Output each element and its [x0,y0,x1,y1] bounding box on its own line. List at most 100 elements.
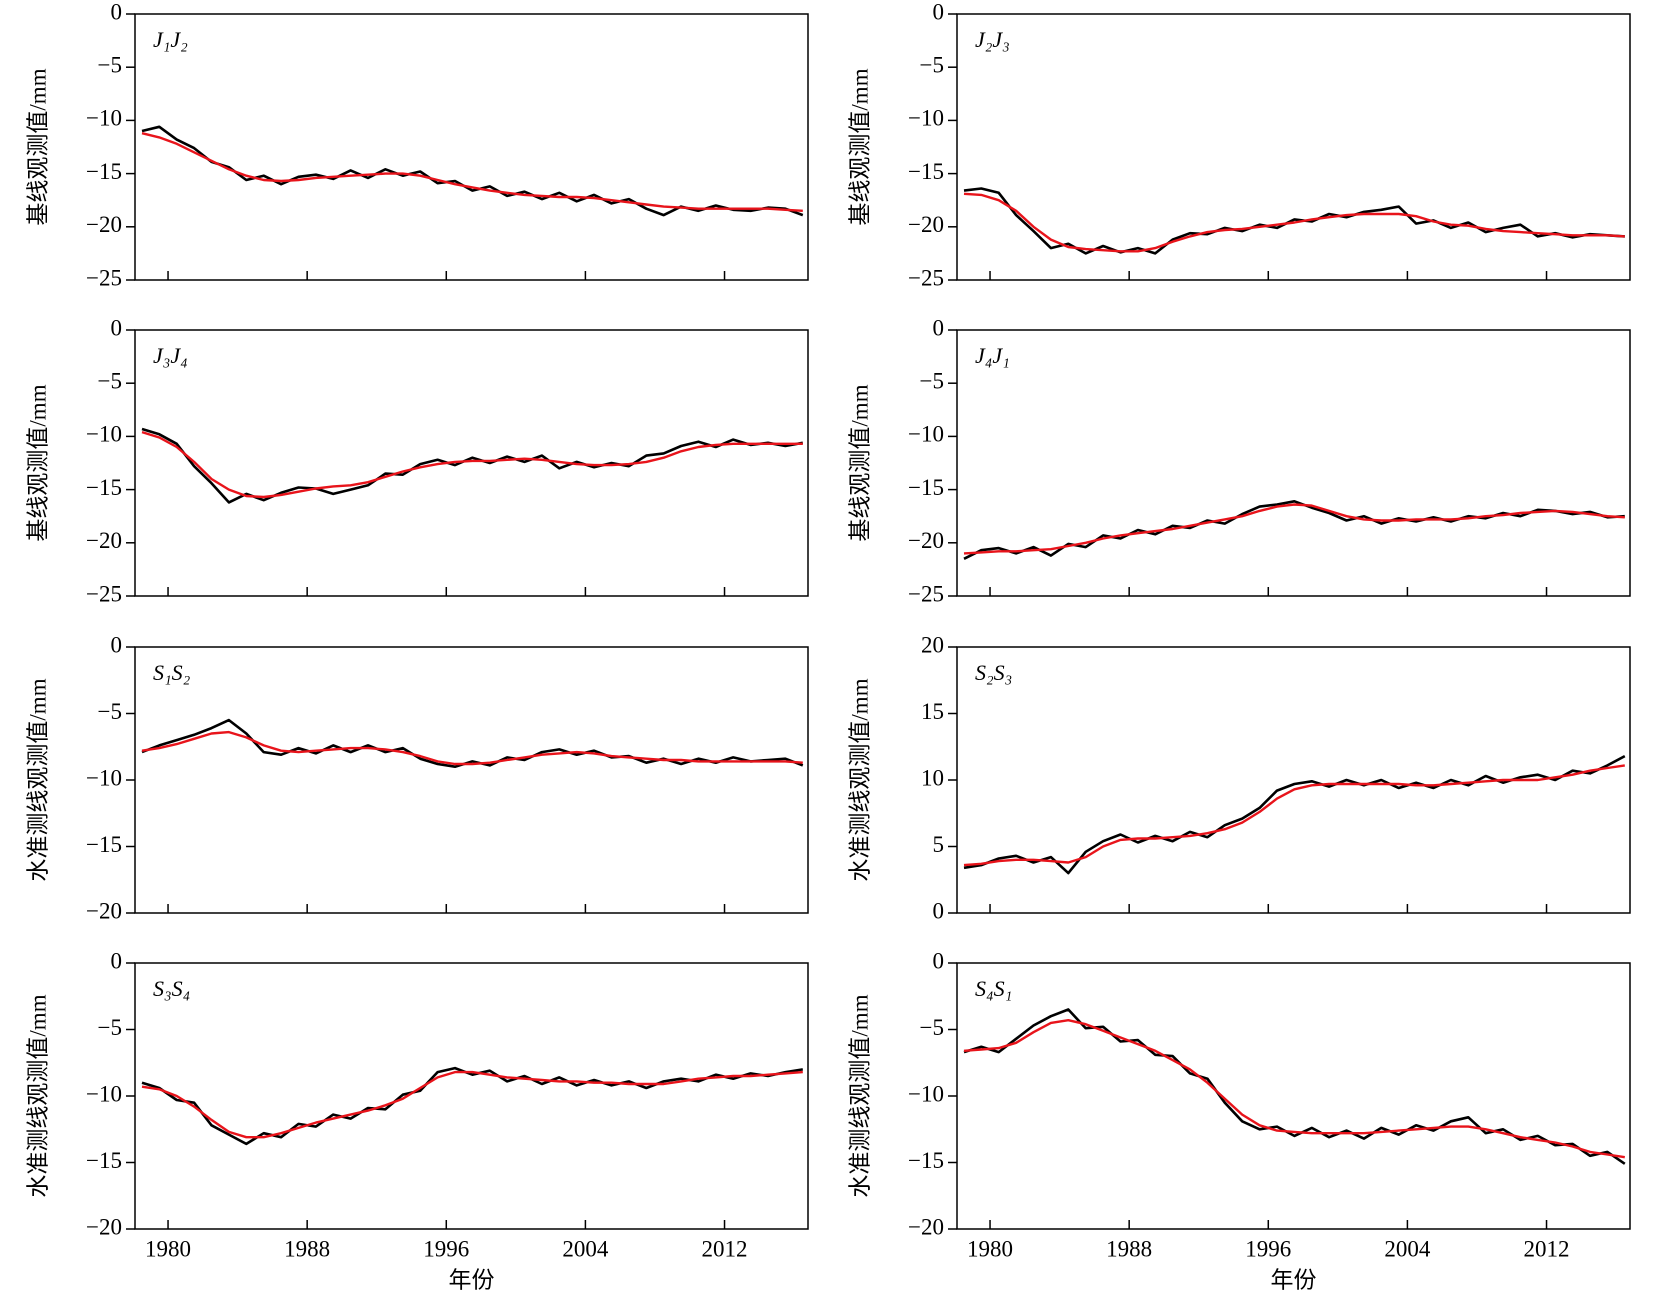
y-axis-label: 水准测线观测值/mm [847,678,872,881]
observed-line [141,125,804,217]
x-tick-label: 2004 [562,1236,609,1261]
y-axis-label: 基线观测值/mm [25,384,50,541]
panel: 0 5 10 15 20 S₂S₃ 水准测线观测值/mm [847,632,1631,923]
panel-label: S₂S₃ [975,660,1012,685]
panel-label: J₁J₂ [153,27,188,52]
fitted-line [141,730,803,766]
y-tick-label: −15 [86,832,122,857]
y-axis-label: 水准测线观测值/mm [25,678,50,881]
y-tick-label: −25 [86,581,122,606]
y-tick-label: −5 [98,52,122,77]
panel: −25 −20 −15 −10 −5 0 J₃J₄ 基线观测值/mm [25,315,809,606]
panel: −25 −20 −15 −10 −5 0 J₂J₃ 基线观测值/mm [847,0,1631,290]
y-tick-label: −25 [86,265,122,290]
y-tick-label: −10 [908,106,944,131]
y-tick-label: −15 [86,475,122,500]
y-tick-label: 0 [111,632,123,657]
y-tick-label: −20 [86,212,122,237]
panel: −25 −20 −15 −10 −5 0 J₄J₁ 基线观测值/mm [847,315,1631,606]
y-tick-label: 20 [921,632,944,657]
y-tick-label: −25 [908,581,944,606]
y-tick-label: 15 [921,699,944,724]
panel-label: S₄S₁ [975,976,1012,1001]
panel: −25 −20 −15 −10 −5 0 J₁J₂ 基线观测值/mm [25,0,809,290]
observed-line [963,754,1626,875]
y-tick-label: −20 [908,1214,944,1239]
y-tick-label: −5 [920,368,944,393]
observed-line [141,718,804,768]
y-axis-label: 水准测线观测值/mm [25,994,50,1197]
panel-label: J₂J₃ [975,27,1010,52]
y-tick-label: −15 [908,159,944,184]
y-tick-label: −20 [908,528,944,553]
x-tick-label: 1988 [1106,1236,1152,1261]
fitted-line [141,132,803,212]
panel-label: J₃J₄ [153,343,188,368]
x-tick-label: 2004 [1384,1236,1431,1261]
y-tick-label: −20 [86,1214,122,1239]
fitted-line [963,503,1625,555]
y-tick-label: −5 [920,52,944,77]
panel: −20 −15 −10 −5 0 1980 1988 1996 2004 2012 S₃S₄ 水准测线… [25,948,809,1292]
y-tick-label: 0 [111,948,123,973]
x-axis-label: 年份 [1271,1267,1317,1292]
plot-frame [134,13,809,281]
y-tick-label: −5 [98,1015,122,1040]
panel-label: J₄J₁ [975,343,1010,368]
y-tick-label: −20 [86,528,122,553]
panel: −20 −15 −10 −5 0 1980 1988 1996 2004 2012 S₄S₁ 水准测线… [847,948,1631,1292]
y-tick-label: −5 [98,699,122,724]
panel-label: S₁S₂ [153,660,191,685]
y-tick-label: −10 [908,1081,944,1106]
y-axis-label: 基线观测值/mm [847,68,872,225]
y-tick-label: 0 [933,315,945,340]
y-tick-label: −10 [908,422,944,447]
x-tick-label: 2012 [1524,1236,1570,1261]
x-tick-label: 1996 [423,1236,469,1261]
y-tick-label: −15 [86,159,122,184]
y-tick-label: −5 [98,368,122,393]
y-tick-label: 0 [111,315,123,340]
fitted-line [141,430,803,499]
x-axis-label: 年份 [449,1267,495,1292]
plot-frame [134,962,809,1230]
y-tick-label: −20 [908,212,944,237]
y-tick-label: 5 [933,832,945,857]
observed-line [141,427,804,504]
y-tick-label: 10 [921,765,944,790]
x-tick-label: 1988 [284,1236,330,1261]
y-axis-label: 水准测线观测值/mm [847,994,872,1197]
y-tick-label: −15 [908,475,944,500]
y-tick-label: 0 [933,898,945,923]
x-tick-label: 2012 [702,1236,748,1261]
x-tick-label: 1980 [145,1236,191,1261]
plot-frame [956,13,1631,281]
fitted-line [141,1070,803,1139]
y-tick-label: −25 [908,265,944,290]
y-tick-label: −20 [86,898,122,923]
panel-label: S₃S₄ [153,976,190,1001]
fitted-line [963,1019,1625,1159]
fitted-line [963,192,1625,253]
y-tick-label: −15 [908,1148,944,1173]
y-tick-label: 0 [111,0,123,24]
y-tick-label: 0 [933,948,945,973]
y-tick-label: −10 [86,106,122,131]
plot-frame [134,646,809,914]
y-tick-label: −5 [920,1015,944,1040]
plot-frame [956,329,1631,597]
plot-frame [134,329,809,597]
y-axis-label: 基线观测值/mm [847,384,872,541]
panel: −20 −15 −10 −5 0 S₁S₂ 水准测线观测值/mm [25,632,809,923]
y-tick-label: −15 [86,1148,122,1173]
observed-line [963,1008,1626,1165]
y-tick-label: −10 [86,422,122,447]
y-tick-label: 0 [933,0,945,24]
x-tick-label: 1980 [967,1236,1013,1261]
x-tick-label: 1996 [1245,1236,1291,1261]
plot-frame [956,646,1631,914]
observed-line [963,500,1625,560]
y-tick-label: −10 [86,1081,122,1106]
y-axis-label: 基线观测值/mm [25,68,50,225]
